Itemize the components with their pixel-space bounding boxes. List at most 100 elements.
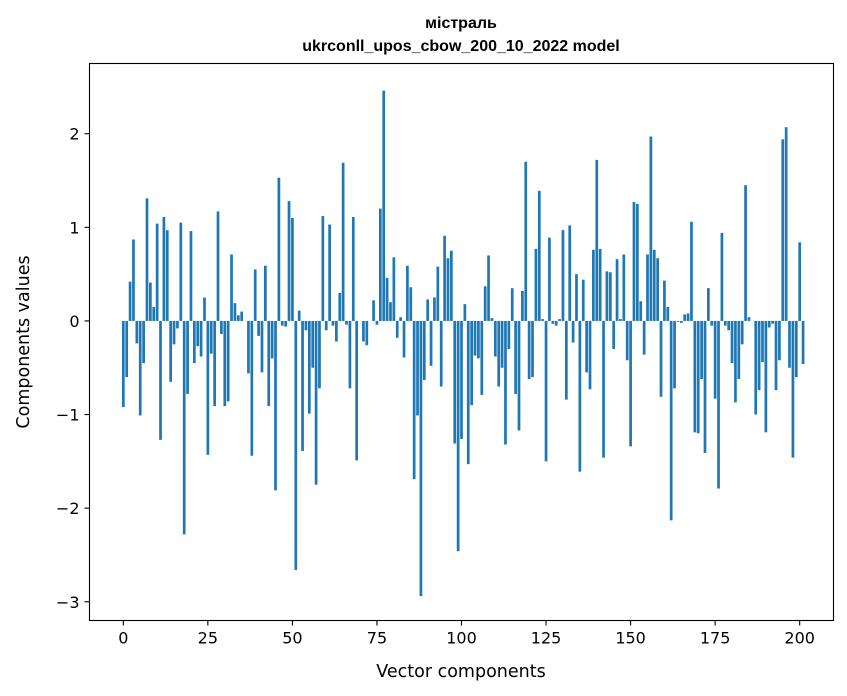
bar-80 xyxy=(392,257,396,321)
bar-163 xyxy=(673,320,676,389)
bar-9 xyxy=(152,306,156,321)
y-axis-label: Components values xyxy=(14,255,34,428)
bar-160 xyxy=(663,280,666,321)
x-axis-ticks: 0 25 50 75 100 125 150 175 200 xyxy=(118,620,815,648)
x-tick-label: 50 xyxy=(282,629,302,648)
bar-3 xyxy=(132,239,135,321)
bar-136 xyxy=(581,279,585,321)
bar-8 xyxy=(149,282,152,321)
bar-series xyxy=(121,90,805,597)
bar-181 xyxy=(734,320,737,403)
bar-86 xyxy=(412,320,416,480)
bar-165 xyxy=(679,320,683,323)
bar-119 xyxy=(524,161,528,321)
bar-81 xyxy=(395,320,399,338)
bar-155 xyxy=(646,254,649,321)
bar-75 xyxy=(375,320,379,325)
bar-50 xyxy=(291,217,294,321)
bar-110 xyxy=(493,320,497,357)
bar-57 xyxy=(314,320,318,485)
bar-76 xyxy=(378,208,382,321)
bar-88 xyxy=(419,320,423,597)
bar-45 xyxy=(274,320,277,491)
bar-15 xyxy=(172,320,176,345)
bar-96 xyxy=(446,258,450,321)
bar-185 xyxy=(747,317,751,321)
bar-177 xyxy=(720,232,724,321)
bar-131 xyxy=(564,320,568,400)
bar-167 xyxy=(686,313,690,321)
bar-93 xyxy=(436,266,440,321)
bar-79 xyxy=(389,302,392,321)
bar-41 xyxy=(260,320,264,373)
bar-83 xyxy=(402,320,406,358)
bar-65 xyxy=(341,162,345,321)
bar-129 xyxy=(558,319,561,321)
bar-105 xyxy=(477,320,480,359)
bar-42 xyxy=(264,265,267,321)
bar-132 xyxy=(568,225,572,321)
bar-1 xyxy=(125,320,129,378)
bar-62 xyxy=(331,320,335,326)
bar-21 xyxy=(192,320,196,364)
bar-173 xyxy=(707,288,710,321)
bar-108 xyxy=(487,255,490,321)
bar-200 xyxy=(798,242,802,321)
bar-124 xyxy=(541,319,545,321)
bar-113 xyxy=(504,320,507,445)
bar-94 xyxy=(439,320,443,387)
bar-121 xyxy=(531,320,534,378)
bar-97 xyxy=(450,250,453,321)
bar-125 xyxy=(544,320,548,462)
bar-111 xyxy=(497,320,501,387)
chart-title: містраль xyxy=(425,15,497,32)
bar-183 xyxy=(740,320,744,345)
x-tick-label: 200 xyxy=(784,629,815,648)
bar-174 xyxy=(710,320,714,326)
bar-118 xyxy=(521,290,524,321)
bar-139 xyxy=(592,249,595,321)
bar-197 xyxy=(788,320,791,368)
bar-175 xyxy=(713,320,717,399)
x-tick-label: 75 xyxy=(367,629,387,648)
bar-138 xyxy=(588,320,592,390)
bar-32 xyxy=(230,254,233,321)
bar-127 xyxy=(551,320,555,324)
bar-158 xyxy=(656,258,659,321)
bar-48 xyxy=(284,320,287,327)
bar-194 xyxy=(778,320,781,361)
bar-53 xyxy=(301,320,304,452)
bar-152 xyxy=(636,203,639,321)
bar-77 xyxy=(382,90,386,321)
x-tick-label: 125 xyxy=(531,629,562,648)
bar-18 xyxy=(182,320,186,535)
x-tick-label: 175 xyxy=(700,629,731,648)
bar-120 xyxy=(527,320,531,379)
bar-99 xyxy=(456,320,460,552)
bar-193 xyxy=(774,320,778,391)
y-tick-label: −2 xyxy=(56,499,80,518)
y-tick-label: −3 xyxy=(56,593,80,612)
bar-162 xyxy=(669,320,673,521)
bar-171 xyxy=(700,320,703,379)
bar-184 xyxy=(744,185,747,321)
bar-112 xyxy=(500,320,504,368)
bar-92 xyxy=(433,297,436,321)
bar-137 xyxy=(585,320,588,373)
bar-28 xyxy=(216,211,220,321)
bar-10 xyxy=(155,223,159,321)
bar-164 xyxy=(676,320,680,322)
bar-134 xyxy=(575,274,578,321)
y-tick-label: 1 xyxy=(69,218,79,237)
bar-84 xyxy=(406,265,409,321)
bar-150 xyxy=(629,320,632,447)
bar-148 xyxy=(622,254,626,321)
bar-106 xyxy=(480,320,484,395)
bar-17 xyxy=(179,222,183,321)
bar-30 xyxy=(223,320,227,407)
bar-16 xyxy=(176,320,179,329)
bar-63 xyxy=(335,320,338,342)
bar-101 xyxy=(463,304,467,321)
bar-126 xyxy=(548,237,551,321)
